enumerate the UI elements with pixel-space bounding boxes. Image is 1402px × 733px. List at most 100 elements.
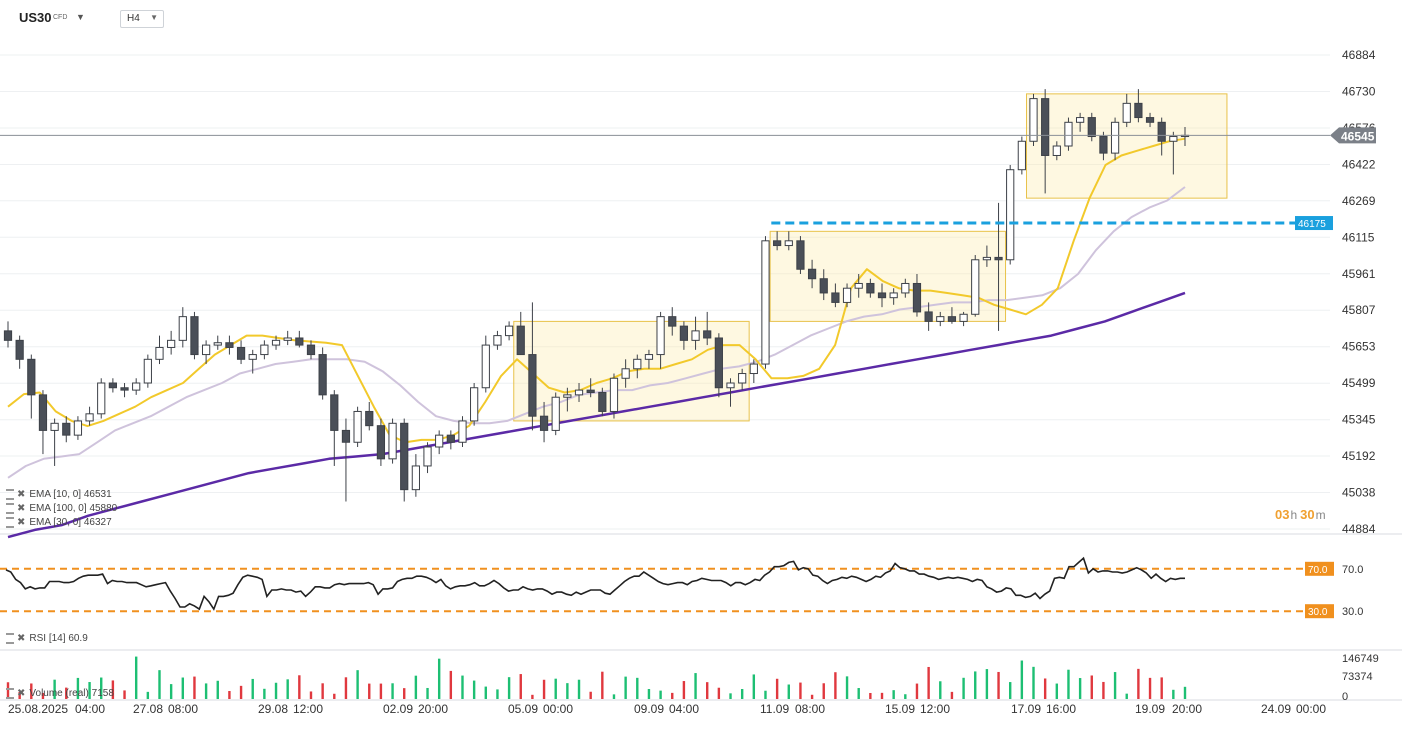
candle-body: [796, 240, 805, 270]
candle-body: [38, 394, 48, 431]
candle-body: [563, 394, 572, 398]
rsi-axis-label: 70.0: [1342, 564, 1363, 576]
volume-bar: [30, 683, 33, 699]
time-tick-label: 05.09: [508, 702, 538, 716]
candle: [341, 418, 351, 502]
volume-bar: [752, 674, 756, 699]
candle-body: [1076, 117, 1085, 123]
settings-icon[interactable]: [6, 489, 14, 500]
candle: [155, 335, 164, 365]
volume-bar: [1067, 669, 1070, 699]
candle-body: [1017, 140, 1026, 171]
volume-bar: [612, 694, 616, 699]
candle: [201, 340, 211, 365]
candle: [1169, 131, 1178, 175]
candle: [831, 283, 840, 308]
time-tick-label: 29.08: [258, 702, 288, 716]
volume-bar: [845, 676, 849, 699]
volume-bar: [997, 671, 1000, 699]
candle-body: [423, 446, 432, 467]
legend-value: 46327: [83, 517, 112, 529]
candle: [749, 359, 758, 384]
volume-bar: [41, 692, 45, 699]
time-tick-label: 08:00: [168, 702, 198, 716]
candle: [1110, 117, 1120, 161]
close-icon[interactable]: ✖: [17, 688, 26, 700]
volume-bar: [414, 675, 418, 699]
close-icon[interactable]: ✖: [17, 633, 26, 645]
volume-bar: [636, 677, 639, 699]
candle-body: [225, 342, 234, 348]
time-tick-label: 12:00: [920, 702, 950, 716]
volume-bar: [531, 694, 534, 699]
legend-rsi: ✖ RSI [14] 60.9: [6, 633, 88, 644]
volume-bar: [706, 682, 709, 699]
chevron-down-icon[interactable]: ▼: [76, 12, 85, 22]
settings-icon[interactable]: [6, 633, 14, 644]
candle-body: [446, 434, 455, 443]
timeframe-select[interactable]: H4 ▼: [120, 10, 164, 28]
candle-body: [143, 358, 152, 384]
candle-body: [1006, 169, 1015, 261]
candle: [644, 349, 654, 369]
close-icon[interactable]: ✖: [17, 489, 26, 501]
volume-bar: [659, 690, 662, 699]
candle: [353, 406, 362, 447]
candle-body: [435, 434, 444, 448]
close-icon[interactable]: ✖: [17, 517, 26, 529]
settings-icon[interactable]: [6, 517, 14, 528]
candle-body: [633, 358, 642, 370]
volume-bar: [671, 692, 674, 699]
candle: [15, 335, 24, 369]
rsi-axis-label: 30.0: [1342, 606, 1363, 618]
candle: [959, 311, 968, 327]
volume-bar: [472, 680, 476, 699]
volume-bar: [193, 676, 196, 699]
volume-bar: [449, 670, 453, 699]
time-tick-label: 08:00: [795, 702, 825, 716]
settings-icon[interactable]: [6, 503, 14, 514]
candle: [435, 430, 444, 455]
price-tick-label: 45807: [1342, 303, 1376, 317]
candle-body: [132, 382, 141, 391]
volume-bar: [123, 690, 126, 699]
candle: [1145, 112, 1155, 128]
volume-bar: [799, 682, 802, 699]
candle: [854, 273, 863, 298]
volume-bar: [169, 684, 173, 699]
highlight-zone: [769, 230, 1007, 322]
candle: [982, 245, 992, 267]
candle: [283, 330, 292, 346]
volume-bar: [1160, 677, 1163, 699]
candle-body: [691, 330, 700, 341]
settings-icon[interactable]: [6, 688, 14, 699]
candle-body: [1052, 145, 1061, 156]
rsi-lower-label-bg: [1305, 604, 1334, 619]
candle-body: [27, 358, 36, 396]
candle: [306, 340, 316, 360]
candle-body: [411, 465, 420, 491]
candle: [493, 330, 502, 350]
candle-body: [493, 335, 502, 346]
candle: [423, 442, 432, 474]
volume-bar: [1172, 689, 1175, 699]
close-icon[interactable]: ✖: [17, 503, 26, 515]
volume-bar: [181, 677, 185, 699]
candle: [38, 390, 48, 455]
symbol-name[interactable]: US30: [19, 10, 52, 25]
candle: [1006, 164, 1015, 265]
candle: [714, 333, 723, 398]
candle-body: [108, 382, 117, 389]
volume-bar: [426, 687, 429, 699]
candle-body: [1041, 98, 1050, 156]
volume-bar: [1183, 686, 1187, 699]
legend-value: 46531: [83, 489, 112, 501]
candle: [62, 416, 71, 443]
time-tick-label: 20:00: [418, 702, 448, 716]
candle: [609, 373, 619, 419]
volume-bar: [437, 658, 441, 699]
candle-body: [959, 313, 968, 322]
volume-bar: [1148, 677, 1152, 699]
countdown-minutes: 30: [1300, 507, 1315, 522]
